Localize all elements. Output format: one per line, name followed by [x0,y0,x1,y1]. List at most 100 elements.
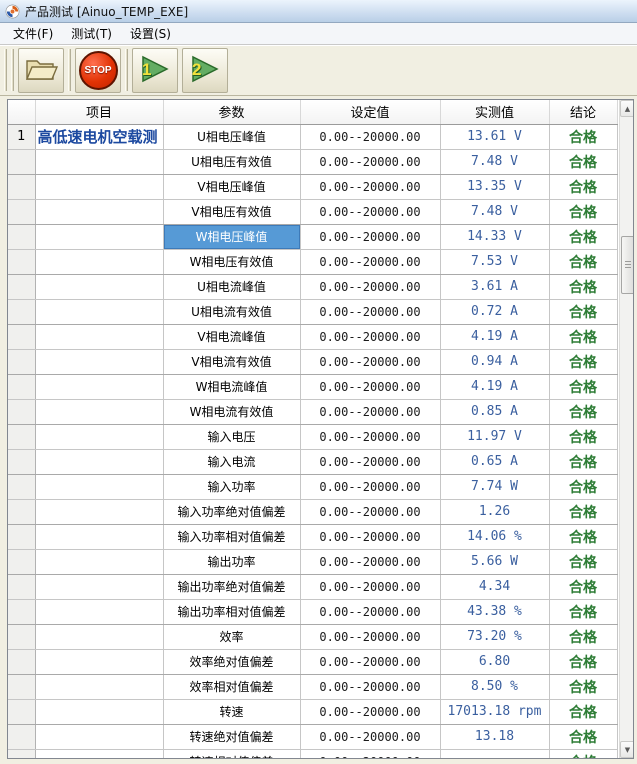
param-cell[interactable]: V相电压峰值 [163,174,301,200]
header-item[interactable]: 项目 [35,100,164,125]
item-cell[interactable] [35,499,164,525]
item-cell[interactable] [35,374,164,400]
item-cell[interactable] [35,224,164,250]
scrollbar-thumb[interactable] [620,236,633,294]
item-cell[interactable] [35,424,164,450]
item-cell[interactable] [35,274,164,300]
item-cell[interactable] [35,349,164,375]
stop-button[interactable]: STOP [75,47,121,93]
param-cell[interactable]: U相电压有效值 [163,149,301,175]
set-value-cell[interactable]: 0.00--20000.00 [300,299,441,325]
item-cell[interactable] [35,749,164,758]
param-cell[interactable]: 效率绝对值偏差 [163,649,301,675]
header-result[interactable]: 结论 [549,100,618,125]
set-value-cell[interactable]: 0.00--20000.00 [300,574,441,600]
vertical-scrollbar[interactable]: ▲ ▼ [618,100,633,758]
param-cell[interactable]: 输出功率 [163,549,301,575]
item-cell[interactable] [35,674,164,700]
table-row: U相电压有效值 0.00--20000.00 7.48 V 合格 [8,149,618,175]
header-measured-value[interactable]: 实测值 [440,100,550,125]
test-step2-button[interactable]: 2 [182,47,228,93]
set-value-cell[interactable]: 0.00--20000.00 [300,549,441,575]
set-value-cell[interactable]: 0.00--20000.00 [300,499,441,525]
set-value-cell[interactable]: 0.00--20000.00 [300,224,441,250]
param-cell[interactable]: 输入电压 [163,424,301,450]
scroll-up-button[interactable]: ▲ [619,100,633,117]
set-value-cell[interactable]: 0.00--20000.00 [300,349,441,375]
set-value-cell[interactable]: 0.00--20000.00 [300,749,441,758]
param-cell[interactable]: 输出功率相对值偏差 [163,599,301,625]
param-cell[interactable]: W相电流有效值 [163,399,301,425]
param-cell[interactable]: V相电压有效值 [163,199,301,225]
stop-icon: STOP [78,50,118,90]
set-value-cell[interactable]: 0.00--20000.00 [300,724,441,750]
item-cell[interactable]: 高低速电机空载测 [35,124,164,150]
param-cell[interactable]: U相电流有效值 [163,299,301,325]
set-value-cell[interactable]: 0.00--20000.00 [300,424,441,450]
set-value-cell[interactable]: 0.00--20000.00 [300,174,441,200]
param-cell[interactable]: W相电压有效值 [163,249,301,275]
menu-test[interactable]: 测试(T) [71,27,112,41]
test-step1-button[interactable]: 1 [132,47,178,93]
param-cell[interactable]: W相电压峰值 [163,224,301,250]
set-value-cell[interactable]: 0.00--20000.00 [300,199,441,225]
param-cell[interactable]: 输入功率相对值偏差 [163,524,301,550]
param-cell[interactable]: 转速绝对值偏差 [163,724,301,750]
set-value-cell[interactable]: 0.00--20000.00 [300,399,441,425]
item-cell[interactable] [35,474,164,500]
param-cell[interactable]: V相电流峰值 [163,324,301,350]
param-cell[interactable]: V相电流有效值 [163,349,301,375]
set-value-cell[interactable]: 0.00--20000.00 [300,149,441,175]
item-cell[interactable] [35,574,164,600]
param-cell[interactable]: 效率相对值偏差 [163,674,301,700]
item-cell[interactable] [35,174,164,200]
param-cell[interactable]: 输入电流 [163,449,301,475]
open-file-button[interactable] [18,47,64,93]
set-value-cell[interactable]: 0.00--20000.00 [300,674,441,700]
item-cell[interactable] [35,199,164,225]
set-value-cell[interactable]: 0.00--20000.00 [300,274,441,300]
set-value-cell[interactable]: 0.00--20000.00 [300,249,441,275]
param-cell[interactable]: 转速相对值偏差 [163,749,301,758]
set-value-cell[interactable]: 0.00--20000.00 [300,324,441,350]
scroll-down-button[interactable]: ▼ [619,741,633,758]
item-cell[interactable] [35,624,164,650]
param-cell[interactable]: W相电流峰值 [163,374,301,400]
item-cell[interactable] [35,699,164,725]
item-cell[interactable] [35,399,164,425]
item-cell[interactable] [35,549,164,575]
item-cell[interactable] [35,149,164,175]
set-value-cell[interactable]: 0.00--20000.00 [300,599,441,625]
item-cell[interactable] [35,649,164,675]
item-cell[interactable] [35,524,164,550]
set-value-cell[interactable]: 0.00--20000.00 [300,124,441,150]
header-set-value[interactable]: 设定值 [300,100,441,125]
set-value-cell[interactable]: 0.00--20000.00 [300,649,441,675]
set-value-cell[interactable]: 0.00--20000.00 [300,374,441,400]
table-row: 输入电压 0.00--20000.00 11.97 V 合格 [8,424,618,450]
param-cell[interactable]: 效率 [163,624,301,650]
result-cell: 合格 [549,399,618,425]
item-cell[interactable] [35,599,164,625]
item-cell[interactable] [35,724,164,750]
header-parameter[interactable]: 参数 [163,100,301,125]
param-cell[interactable]: 转速 [163,699,301,725]
menu-settings[interactable]: 设置(S) [129,27,171,41]
toolbar-separator [68,49,71,91]
item-cell[interactable] [35,449,164,475]
set-value-cell[interactable]: 0.00--20000.00 [300,474,441,500]
param-cell[interactable]: 输入功率绝对值偏差 [163,499,301,525]
param-cell[interactable]: 输入功率 [163,474,301,500]
set-value-cell[interactable]: 0.00--20000.00 [300,624,441,650]
menu-file[interactable]: 文件(F) [13,27,54,41]
table-row: V相电流峰值 0.00--20000.00 4.19 A 合格 [8,324,618,350]
param-cell[interactable]: U相电流峰值 [163,274,301,300]
item-cell[interactable] [35,324,164,350]
param-cell[interactable]: 输出功率绝对值偏差 [163,574,301,600]
param-cell[interactable]: U相电压峰值 [163,124,301,150]
item-cell[interactable] [35,249,164,275]
set-value-cell[interactable]: 0.00--20000.00 [300,449,441,475]
item-cell[interactable] [35,299,164,325]
set-value-cell[interactable]: 0.00--20000.00 [300,524,441,550]
set-value-cell[interactable]: 0.00--20000.00 [300,699,441,725]
